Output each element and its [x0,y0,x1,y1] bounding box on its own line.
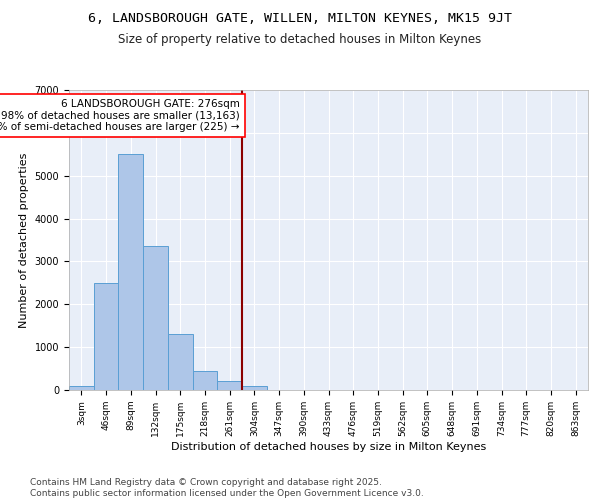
Text: Size of property relative to detached houses in Milton Keynes: Size of property relative to detached ho… [118,32,482,46]
Bar [118,154,143,390]
Bar [217,382,242,390]
Text: 6 LANDSBOROUGH GATE: 276sqm
← 98% of detached houses are smaller (13,163)
2% of : 6 LANDSBOROUGH GATE: 276sqm ← 98% of det… [0,99,239,132]
X-axis label: Distribution of detached houses by size in Milton Keynes: Distribution of detached houses by size … [171,442,486,452]
Bar [193,370,217,390]
Bar [143,246,168,390]
Text: Contains HM Land Registry data © Crown copyright and database right 2025.
Contai: Contains HM Land Registry data © Crown c… [30,478,424,498]
Bar [69,386,94,390]
Bar [242,386,267,390]
Text: 6, LANDSBOROUGH GATE, WILLEN, MILTON KEYNES, MK15 9JT: 6, LANDSBOROUGH GATE, WILLEN, MILTON KEY… [88,12,512,26]
Y-axis label: Number of detached properties: Number of detached properties [19,152,29,328]
Bar [94,283,118,390]
Bar [168,334,193,390]
